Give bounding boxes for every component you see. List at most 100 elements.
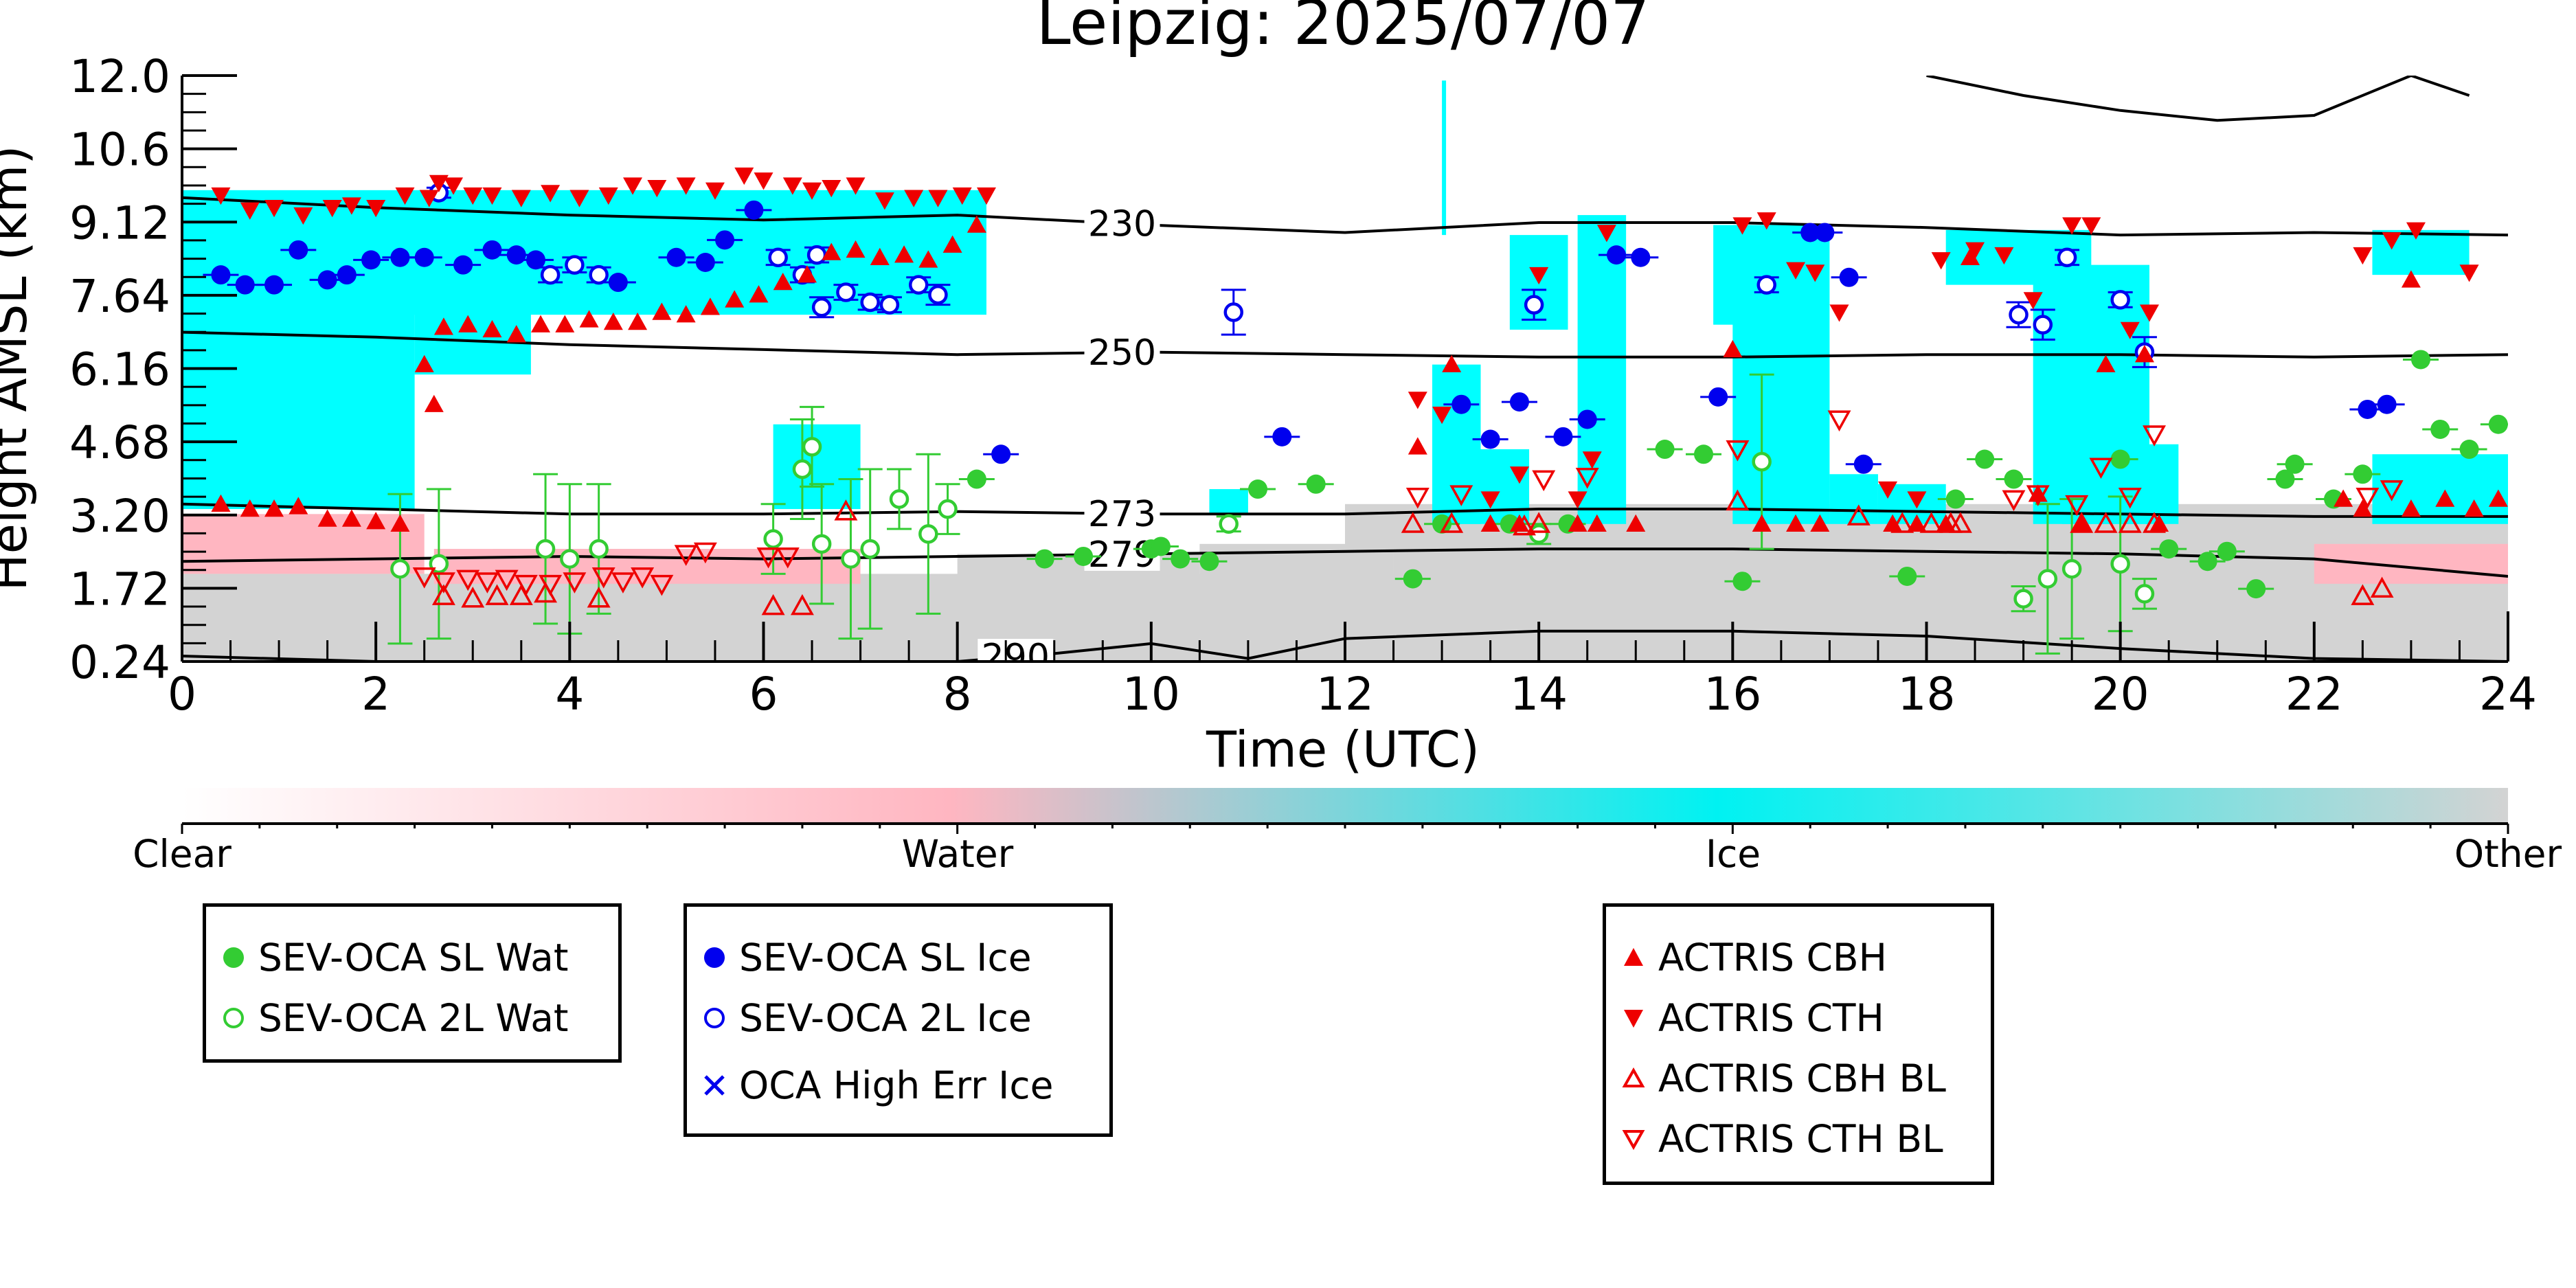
point-actris-cth	[2382, 232, 2402, 250]
point-actris-cth	[705, 182, 725, 200]
legend-item-actris-cth: ACTRIS CTH	[1618, 993, 1884, 1043]
point-sev-oca-sl-ice	[361, 250, 381, 270]
point-actris-cbh-bl	[1948, 512, 1972, 533]
legend-label: OCA High Err Ice	[739, 1063, 1054, 1107]
isotherm-line	[182, 330, 2508, 359]
point-actris-cbh	[240, 499, 260, 517]
legend-label: ACTRIS CBH BL	[1658, 1057, 1946, 1100]
point-actris-cth	[1568, 491, 1588, 509]
point-sev-oca-sl-wat	[2430, 419, 2450, 439]
point-actris-cbh-bl	[2351, 584, 2375, 605]
point-actris-cbh-bl	[761, 594, 785, 615]
legend-item-sev-sl-ice: SEV-OCA SL Ice	[699, 933, 1032, 982]
point-sev-oca-2l-ice	[811, 297, 832, 317]
point-actris-cbh-bl	[2094, 512, 2118, 533]
point-actris-cth	[444, 177, 464, 195]
point-actris-cth-bl	[2089, 457, 2113, 479]
point-actris-cbh-bl	[790, 594, 814, 615]
point-sev-oca-2l-ice	[1524, 295, 1544, 315]
legend-item-sev-sl-wat: SEV-OCA SL Wat	[218, 933, 568, 982]
point-actris-cth	[802, 182, 822, 200]
point-actris-cth	[1509, 466, 1529, 484]
point-sev-oca-sl-ice	[289, 240, 308, 260]
y-tick-label: 1.72	[69, 563, 170, 615]
point-actris-cbh	[2096, 354, 2116, 372]
point-sev-oca-sl-wat	[1306, 474, 1326, 494]
point-actris-cth	[734, 167, 754, 185]
point-actris-cbh-bl	[1513, 514, 1536, 536]
point-sev-oca-sl-wat	[1171, 549, 1190, 569]
point-sev-oca-2l-ice	[908, 275, 929, 295]
x-cross-icon	[704, 1075, 725, 1096]
point-actris-cth	[676, 177, 696, 195]
cloud-phase-region	[2314, 543, 2508, 584]
point-actris-cbh	[458, 315, 478, 332]
colorbar-label-ice: Ice	[1706, 832, 1761, 876]
point-actris-cbh	[341, 509, 361, 527]
point-actris-cbh	[1480, 514, 1500, 532]
colorbar: Clear Water Ice Other	[133, 788, 2562, 876]
point-actris-cbh	[289, 497, 308, 515]
point-sev-oca-2l-ice	[540, 264, 561, 285]
filled-circle-icon	[223, 947, 244, 968]
point-sev-oca-2l-wat	[792, 459, 813, 479]
point-sev-oca-sl-ice	[744, 200, 764, 220]
point-sev-oca-2l-wat	[589, 539, 609, 559]
legend-item-sev-2l-ice: SEV-OCA 2L Ice	[699, 993, 1032, 1043]
point-actris-cbh	[676, 305, 696, 323]
point-actris-cth	[569, 190, 589, 207]
cloud-phase-region	[773, 424, 861, 510]
point-actris-cth	[429, 174, 449, 192]
point-sev-oca-sl-ice	[1607, 245, 1627, 265]
point-actris-cth-bl	[431, 572, 455, 594]
point-actris-cth	[2353, 247, 2373, 265]
point-actris-cth	[2406, 222, 2426, 240]
point-sev-oca-sl-ice	[2358, 399, 2377, 419]
point-sev-oca-2l-wat	[2134, 584, 2155, 604]
open-triangle-down-icon	[1622, 1130, 1645, 1151]
point-actris-cbh	[2488, 489, 2508, 507]
point-sev-oca-2l-ice	[2110, 290, 2130, 310]
point-actris-cth	[2139, 304, 2159, 322]
point-actris-cbh	[894, 245, 914, 263]
x-tick-label: 12	[1316, 668, 1374, 721]
point-actris-cbh	[414, 354, 434, 372]
point-actris-cbh-bl	[2143, 512, 2167, 533]
y-tick-label: 3.20	[69, 490, 170, 543]
data-markers	[203, 167, 2508, 655]
point-actris-cbh	[390, 514, 410, 532]
point-actris-cbh	[652, 302, 672, 320]
point-actris-cth	[511, 190, 531, 207]
point-sev-oca-sl-ice	[1577, 409, 1597, 429]
legend-label: ACTRIS CBH	[1658, 936, 1887, 980]
point-sev-oca-sl-wat	[1975, 449, 1995, 469]
point-actris-cth-bl	[2002, 490, 2026, 512]
point-sev-oca-sl-wat	[2246, 579, 2266, 599]
point-actris-cth-bl	[776, 547, 800, 569]
isotherm-label: 230	[1088, 203, 1156, 245]
point-actris-cbh	[1568, 514, 1588, 532]
point-actris-cbh	[579, 310, 599, 328]
legend-water: SEV-OCA SL Wat SEV-OCA 2L Wat	[203, 903, 622, 1063]
point-actris-cth	[2062, 217, 2082, 235]
isotherm-label-bg	[1084, 335, 1160, 370]
point-actris-cbh	[482, 319, 502, 338]
cloud-phase-region	[1209, 489, 1248, 515]
point-actris-cth	[264, 200, 284, 218]
point-sev-oca-2l-wat	[1219, 514, 1239, 534]
isotherm-label-bg	[1084, 495, 1160, 530]
point-sev-oca-sl-wat	[2285, 454, 2305, 474]
point-actris-cbh	[797, 265, 817, 283]
x-tick-label: 10	[1122, 668, 1180, 721]
point-sev-oca-sl-ice	[666, 247, 686, 267]
point-sev-oca-2l-wat	[560, 549, 580, 569]
point-actris-cth	[846, 177, 866, 195]
legend-label: SEV-OCA SL Wat	[258, 936, 569, 980]
filled-circle-icon	[704, 947, 725, 968]
point-sev-oca-sl-ice	[506, 245, 526, 265]
point-actris-cth-bl	[650, 574, 674, 596]
point-actris-cth-bl	[591, 567, 615, 589]
point-sev-oca-sl-wat	[1035, 549, 1054, 569]
point-actris-cbh-bl	[431, 584, 455, 605]
point-sev-oca-sl-wat	[1945, 489, 1965, 509]
